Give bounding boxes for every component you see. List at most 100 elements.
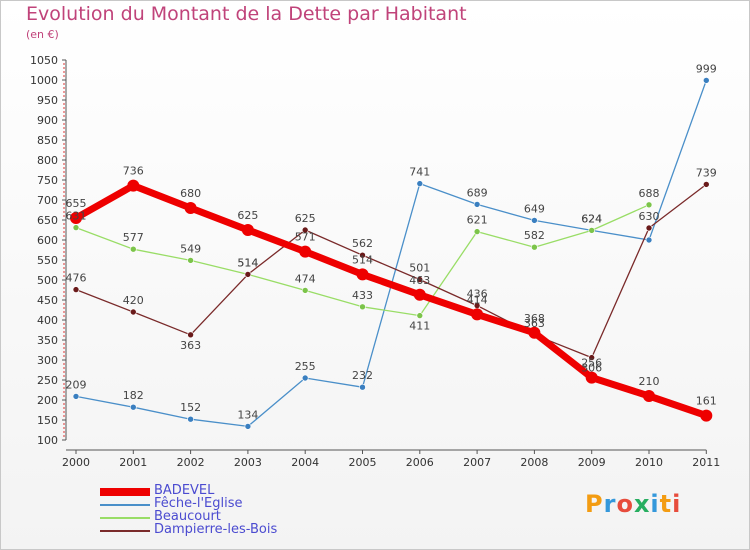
data-point-badevel <box>471 308 484 321</box>
data-label-beaucourt: 549 <box>180 242 201 255</box>
axes: 100 150 200 250 300 350 400 450 500 550 600 650 700 7… <box>30 54 720 469</box>
data-point-beaucourt <box>645 201 653 209</box>
data-point-badevel <box>585 371 598 384</box>
legend-label-feche: Fêche-l'Eglise <box>154 496 243 511</box>
data-label-f-che-l-eglise: 999 <box>696 62 717 75</box>
data-label-dampierre-les-bois: 514 <box>237 256 258 269</box>
legend-item-beaucourt: Beaucourt <box>100 509 360 524</box>
series-line-dampierre-les-bois <box>75 183 707 359</box>
data-point-f-che-l-eglise <box>72 393 80 400</box>
line-chart: 100 150 200 250 300 350 400 450 500 550 600 650 700 7… <box>30 54 720 469</box>
data-point-beaucourt <box>72 224 80 231</box>
data-label-dampierre-les-bois: 501 <box>409 262 430 275</box>
data-point-f-che-l-eglise <box>359 383 366 391</box>
data-point-dampierre-les-bois <box>702 181 710 188</box>
y-tick-label: 1000 <box>30 74 58 87</box>
x-tick-label: 2000 <box>62 456 90 469</box>
data-point-f-che-l-eglise <box>130 403 137 411</box>
data-label-beaucourt: 474 <box>295 272 316 285</box>
y-tick-label: 600 <box>37 234 58 247</box>
data-point-f-che-l-eglise <box>531 217 538 224</box>
y-tick-label: 700 <box>37 194 58 207</box>
x-tick-label: 2004 <box>291 456 319 469</box>
data-label-badevel: 161 <box>696 395 717 408</box>
data-label-dampierre-les-bois: 476 <box>66 272 87 285</box>
x-tick-label: 2009 <box>578 456 606 469</box>
data-label-badevel: 571 <box>295 231 316 244</box>
legend-item-feche: Fêche-l'Eglise <box>100 496 360 511</box>
data-label-dampierre-les-bois: 562 <box>352 237 373 250</box>
data-label-dampierre-les-bois: 739 <box>696 166 717 179</box>
data-label-f-che-l-eglise: 182 <box>123 389 144 402</box>
series-layer <box>70 77 713 430</box>
data-point-beaucourt <box>187 257 194 264</box>
data-point-beaucourt <box>416 312 424 319</box>
legend-label-beaucourt: Beaucourt <box>154 509 221 524</box>
data-point-badevel <box>70 212 82 224</box>
y-tick-label: 1050 <box>30 54 58 67</box>
data-label-badevel: 625 <box>237 209 258 222</box>
y-tick-label: 300 <box>37 354 58 367</box>
data-point-dampierre-les-bois <box>359 251 366 259</box>
x-tick-label: 2010 <box>635 456 663 469</box>
y-tick-label: 850 <box>37 134 58 147</box>
y-tick-label: 500 <box>37 274 58 287</box>
data-label-badevel: 368 <box>524 312 545 325</box>
y-tick-label: 450 <box>37 294 58 307</box>
legend-label-dampierre: Dampierre-les-Bois <box>154 522 278 537</box>
data-label-f-che-l-eglise: 209 <box>66 378 87 391</box>
chart-unit: (en €) <box>26 28 59 41</box>
x-tick-label: 2005 <box>349 456 377 469</box>
data-point-dampierre-les-bois <box>416 276 424 283</box>
data-point-beaucourt <box>588 227 596 234</box>
x-tick-label: 2003 <box>234 456 262 469</box>
data-label-badevel: 514 <box>352 253 373 266</box>
data-point-badevel <box>184 202 197 214</box>
data-point-beaucourt <box>301 287 309 294</box>
x-tick-label: 2002 <box>177 456 205 469</box>
series-line-f-che-l-eglise <box>75 79 707 428</box>
data-label-f-che-l-eglise: 689 <box>467 186 488 199</box>
data-label-f-che-l-eglise: 255 <box>295 360 316 373</box>
data-point-f-che-l-eglise <box>244 423 252 430</box>
data-label-badevel: 463 <box>409 274 430 287</box>
chart-title: Evolution du Montant de la Dette par Hab… <box>26 3 467 25</box>
legend-label-badevel: BADEVEL <box>154 483 215 498</box>
data-label-beaucourt: 582 <box>524 229 545 242</box>
data-label-dampierre-les-bois: 625 <box>295 212 316 225</box>
data-point-beaucourt <box>359 303 366 311</box>
y-tick-label: 250 <box>37 374 58 387</box>
data-label-beaucourt: 514 <box>237 256 258 269</box>
x-tick-label: 2001 <box>119 456 147 469</box>
series-line-badevel <box>72 182 710 420</box>
y-tick-label: 100 <box>37 434 58 447</box>
data-label-badevel: 414 <box>467 293 488 306</box>
legend-swatch-beaucourt <box>100 517 150 519</box>
data-point-dampierre-les-bois <box>645 224 653 232</box>
data-point-f-che-l-eglise <box>702 77 710 84</box>
data-point-badevel <box>241 224 254 236</box>
data-point-dampierre-les-bois <box>130 308 137 316</box>
data-label-f-che-l-eglise: 741 <box>409 166 430 179</box>
data-label-badevel: 736 <box>123 165 144 178</box>
y-tick-label: 150 <box>37 414 58 427</box>
data-point-badevel <box>299 245 312 258</box>
data-label-dampierre-les-bois: 363 <box>524 317 545 330</box>
data-point-beaucourt <box>531 243 538 251</box>
data-label-dampierre-les-bois: 436 <box>467 288 488 301</box>
legend: BADEVEL Fêche-l'Eglise Beaucourt Dampier… <box>100 483 360 537</box>
y-tick-label: 200 <box>37 394 58 407</box>
data-label-beaucourt: 624 <box>581 212 602 225</box>
legend-item-badevel: BADEVEL <box>100 483 360 498</box>
x-tick-label: 2011 <box>692 456 720 469</box>
data-label-dampierre-les-bois: 363 <box>180 339 201 352</box>
y-tick-label: 900 <box>37 114 58 127</box>
data-point-badevel <box>528 326 541 339</box>
data-point-f-che-l-eglise <box>473 201 481 208</box>
data-point-badevel <box>413 288 426 301</box>
data-labels: 209 182 152 134 255 232 741 689 649 624 999 631 577 5… <box>66 62 717 421</box>
data-label-badevel: 256 <box>581 357 602 370</box>
legend-item-dampierre: Dampierre-les-Bois <box>100 522 360 537</box>
x-tick-label: 2007 <box>463 456 491 469</box>
data-label-beaucourt: 631 <box>66 210 87 223</box>
